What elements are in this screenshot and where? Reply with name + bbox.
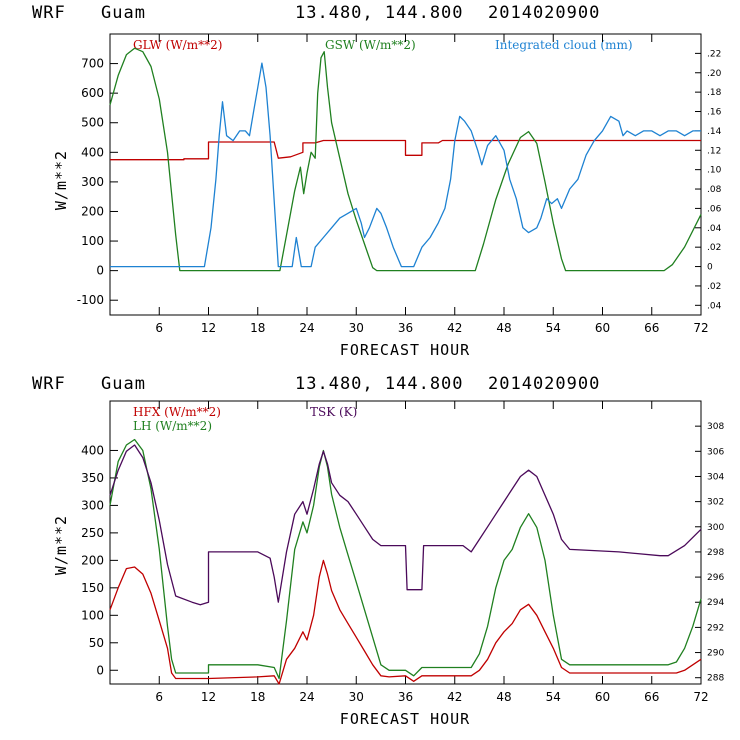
panel1-y2tick-label: .08 [707,185,722,195]
panel1-ytick-label: 600 [81,86,104,100]
panel2-frame [109,400,702,685]
panel1-series-gsw-line [109,47,702,272]
panel2-xtick-label: 6 [155,690,163,704]
panel1-y2tick-label: .22 [707,49,721,59]
panel2-ylabel: W/m**2 [52,515,70,575]
panel1-legend-cloud: Integrated cloud (mm) [495,38,633,52]
panel2-header-location: Guam [101,374,146,394]
panel1-xtick-label: 60 [595,321,610,335]
panel2-y2tick-label: 300 [707,523,724,533]
panel1-xtick-label: 48 [496,321,511,335]
panel1-ytick-label: 300 [81,175,104,189]
panel1-y2tick-label: .06 [707,204,722,214]
panel2-y2tick-label: 308 [707,422,724,432]
panel2-y2tick-label: 294 [707,598,724,608]
panel2-y2tick-label: 296 [707,573,724,583]
panel1-ytick-label: 200 [81,204,104,218]
panel2-series-lh-line [109,438,702,680]
panel1-y2tick-label: .16 [707,108,722,118]
panel2-header-init: 2014020900 [488,374,600,394]
panel1-ytick-label: 0 [96,264,104,278]
panel2-header-coords: 13.480, 144.800 [295,374,464,394]
panel2-y2tick-label: 304 [707,472,724,482]
panel2-ytick-label: 0 [96,663,104,677]
panel2-ytick-label: 300 [81,498,104,512]
panel2-ytick-label: 50 [89,636,104,650]
panel2-series-hfx-line [109,559,702,685]
panel2-y2tick-label: 292 [707,623,724,633]
panel2-ytick-label: 150 [81,581,104,595]
panel2-xtick-label: 66 [644,690,659,704]
panel1-legend-gsw: GSW (W/m**2) [325,38,416,52]
panel1-ytick-label: 400 [81,145,104,159]
panel2-series-tsk-line [109,444,702,606]
panel1-header-location: Guam [101,3,146,23]
panel1-y2tick-label: 0 [707,263,713,273]
panel1-xlabel: FORECAST HOUR [340,341,470,359]
panel2-legend-lh: LH (W/m**2) [133,419,212,433]
panel1-ytick-label: -100 [77,293,104,307]
panel1-y2tick-label: .04 [707,301,722,311]
panel1-y2tick-label: .12 [707,146,721,156]
panel2-xtick-label: 54 [546,690,561,704]
panel2-legend-hfx: HFX (W/m**2) [133,405,221,419]
panel2-y2tick-label: 298 [707,548,724,558]
panel2-y2tick-label: 288 [707,674,724,684]
panel1-y2tick-label: .18 [707,88,722,98]
panel1-header-init: 2014020900 [488,3,600,23]
panel2-xtick-label: 18 [250,690,265,704]
panel1-ytick-label: 700 [81,57,104,71]
panel1-xtick-label: 6 [155,321,163,335]
panel1-xtick-label: 24 [299,321,314,335]
panel2-xtick-label: 12 [201,690,216,704]
panel2-ytick-label: 250 [81,526,104,540]
panel2-xtick-label: 72 [693,690,708,704]
panel1-header-coords: 13.480, 144.800 [295,3,464,23]
panel2-xtick-label: 36 [398,690,413,704]
panel2-y2tick-label: 290 [707,649,724,659]
panel1-y2tick-label: .20 [707,69,722,79]
panel1-ytick-label: 500 [81,116,104,130]
panel1-y2tick-label: .04 [707,224,722,234]
panel1-xtick-label: 66 [644,321,659,335]
panel2-ytick-label: 100 [81,608,104,622]
panel2-ytick-label: 200 [81,553,104,567]
panel1-ytick-label: 100 [81,234,104,248]
panel1-header-model: WRF [32,3,66,23]
panel2-xtick-label: 24 [299,690,314,704]
panel2-ytick-label: 400 [81,443,104,457]
panel1-xtick-label: 12 [201,321,216,335]
panel2-xtick-label: 42 [447,690,462,704]
panel1-series-glw-line [110,139,701,161]
panel2-header-model: WRF [32,374,66,394]
panel1-xtick-label: 30 [349,321,364,335]
panel1-y2tick-label: .02 [707,243,721,253]
panel1-xtick-label: 42 [447,321,462,335]
panel1-legend-glw: GLW (W/m**2) [133,38,222,52]
panel1-y2tick-label: .14 [707,127,722,137]
panel2-xtick-label: 48 [496,690,511,704]
panel1-y2tick-label: .02 [707,282,721,292]
panel1-y2tick-label: .10 [707,166,722,176]
panel1-xtick-label: 18 [250,321,265,335]
panel1-ylabel: W/m**2 [52,150,70,210]
panel2-xtick-label: 60 [595,690,610,704]
panel2-legend-tsk: TSK (K) [310,405,357,419]
panel2-y2tick-label: 306 [707,447,724,457]
panel2-xtick-label: 30 [349,690,364,704]
panel1-xtick-label: 72 [693,321,708,335]
panel2-ytick-label: 350 [81,471,104,485]
panel1-series-integrated-line [110,62,701,268]
panel2-y2tick-label: 302 [707,498,724,508]
panel1-xtick-label: 54 [546,321,561,335]
panel1-frame [109,33,702,316]
panel1-xtick-label: 36 [398,321,413,335]
panel2-xlabel: FORECAST HOUR [340,710,470,728]
